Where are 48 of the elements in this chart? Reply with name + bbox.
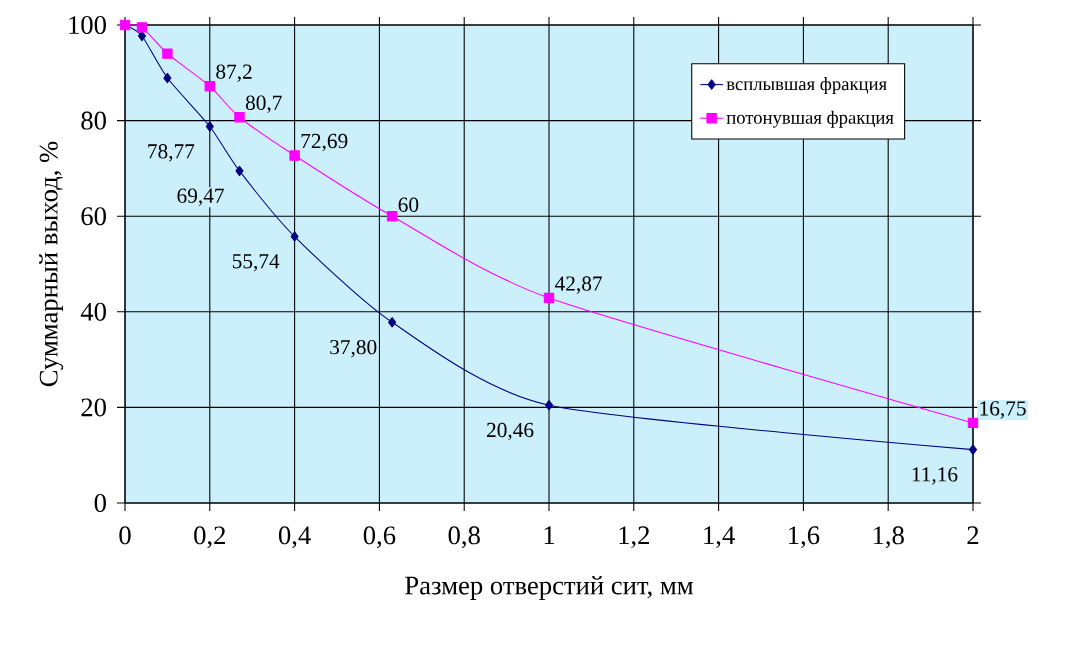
x-tick-label: 1,4 — [704, 526, 735, 549]
y-tick-label: 40 — [80, 302, 106, 321]
y-tick-label: 80 — [81, 111, 106, 130]
legend-label: всплывшая фракция — [726, 77, 887, 95]
point — [205, 121, 214, 132]
data-label: 37,80 — [330, 339, 377, 358]
x-tick-label: 0,2 — [194, 526, 225, 549]
point — [136, 22, 148, 33]
x-tick-label: 1,2 — [619, 526, 649, 549]
x-tick-label: 0 — [119, 526, 131, 545]
x-axis-title: Размер отверстий сит, мм — [405, 576, 694, 600]
point — [235, 165, 244, 177]
point — [968, 444, 978, 455]
x-tick-label: 1,8 — [873, 526, 904, 549]
y-axis-title: Суммарный выход, % — [39, 141, 64, 387]
data-label: 20,46 — [487, 422, 534, 441]
y-tick-label: 0 — [94, 493, 106, 512]
y-tick-label: 100 — [69, 16, 106, 34]
x-tick-label: 0,6 — [363, 526, 396, 549]
y-tick-label: 20 — [81, 398, 106, 417]
data-label: 42,87 — [555, 276, 602, 294]
legend-label: потонувшая фракция — [726, 110, 894, 128]
point — [290, 231, 299, 242]
point — [967, 417, 979, 429]
data-label: 60 — [398, 197, 419, 212]
point — [234, 112, 245, 123]
x-tick-label: 0,8 — [448, 526, 480, 549]
data-label: 55,74 — [232, 254, 280, 272]
data-label: 72,69 — [301, 133, 348, 152]
point — [163, 72, 172, 84]
point — [204, 80, 216, 92]
data-label: 80,7 — [245, 95, 282, 113]
data-label: 69,47 — [177, 188, 224, 206]
point — [162, 48, 173, 59]
data-label: 78,77 — [148, 144, 195, 162]
y-tick-label: 60 — [81, 207, 106, 226]
x-tick-label: 1 — [544, 526, 555, 544]
point — [386, 210, 398, 222]
x-tick-label: 0,4 — [278, 526, 311, 549]
x-tick-label: 2 — [967, 526, 979, 545]
data-label: 87,2 — [216, 64, 252, 82]
point — [544, 399, 554, 411]
point — [543, 292, 555, 304]
point — [289, 150, 300, 161]
data-label: 16,75 — [980, 401, 1026, 419]
data-label: 11,16 — [912, 467, 958, 485]
point — [388, 317, 397, 328]
x-tick-label: 1,6 — [789, 526, 820, 549]
